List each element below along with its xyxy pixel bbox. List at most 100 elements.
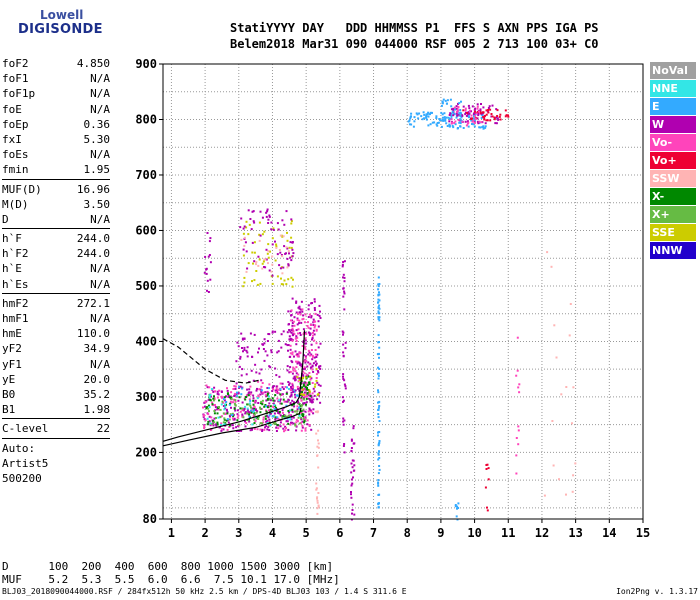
header-labels-cell: Stati [230,21,267,35]
echo-point [211,401,214,404]
echo-point [253,333,256,336]
echo-point [314,312,317,315]
echo-point [293,333,296,336]
echo-point [269,250,271,253]
echo-point [256,397,259,400]
echo-point [435,117,438,119]
echo-point [226,387,228,390]
echo-point [307,326,310,329]
echo-point [377,285,380,288]
legend-entry-vo: Vo+ [650,152,696,169]
echo-point [558,478,560,481]
echo-point [294,337,297,340]
echo-point [286,331,289,334]
echo-point [277,412,280,414]
echo-point [456,114,459,117]
echo-point [208,410,210,413]
echo-point [377,484,380,487]
param-row: yE 20.0 [2,372,110,387]
echo-point [264,258,267,261]
echo-point [232,418,235,421]
echo-point [293,367,296,370]
echo-point [272,385,275,388]
echo-point [468,112,471,115]
echo-point [255,389,258,392]
echo-point [297,394,300,397]
echo-point [444,119,447,122]
echo-point [256,416,259,419]
echo-point [300,393,303,396]
echo-point [244,425,247,428]
echo-point [342,400,344,403]
echo-point [265,399,268,402]
echo-point [273,408,276,411]
echo-point [255,371,258,374]
echo-point [312,370,315,373]
echo-point [291,322,294,324]
echo-point [350,439,353,442]
echo-point [265,248,268,251]
echo-point [262,391,265,394]
echo-point [280,254,283,256]
echo-point [270,412,273,415]
echo-point [239,410,242,413]
echo-point [317,492,320,494]
echo-point [473,108,476,111]
echo-point [224,407,227,410]
echo-point [288,414,290,417]
echo-point [290,314,293,316]
echo-point [245,250,248,253]
param-key: foEp [2,117,29,131]
echo-point [225,408,228,411]
echo-point [281,409,284,412]
echo-point [423,117,426,120]
echo-point [454,505,457,508]
echo-point [467,111,470,114]
echo-point [302,402,305,405]
echo-point [244,420,246,423]
param-row: foF1 N/A [2,71,110,86]
echo-point [442,119,445,122]
echo-point [249,385,252,388]
echo-point [487,109,490,111]
echo-point [261,262,264,265]
echo-point [477,122,480,125]
echo-point [296,360,299,363]
echo-point [504,115,507,118]
echo-point [216,421,219,424]
echo-point [350,471,353,474]
echo-point [341,396,344,399]
echo-point [251,210,254,213]
echo-point [253,260,256,263]
echo-point [465,124,468,127]
echo-point [253,405,256,408]
echo-point [304,359,306,362]
echo-point [240,332,243,335]
echo-point [250,369,253,372]
echo-point [302,408,305,411]
legend-entry-nnw: NNW [650,242,696,259]
echo-point [274,418,277,421]
echo-point [249,332,252,335]
echo-point [268,402,271,405]
echo-point [289,395,292,398]
echo-point [315,356,318,358]
echo-point [288,329,291,331]
param-row: h`Es N/A [2,277,110,292]
echo-point [350,484,353,487]
echo-point [249,399,252,402]
echo-point [291,319,293,322]
echo-point [245,394,248,397]
echo-point [486,463,489,466]
echo-point [455,112,458,115]
echo-point [288,356,291,358]
echo-point [301,420,304,423]
echo-point [290,220,293,223]
param-value: 4.850 [76,57,110,70]
echo-point [248,411,251,414]
param-value: 272.1 [76,296,110,310]
echo-point [343,308,346,311]
echo-point [478,121,481,124]
echo-point [313,390,316,393]
header-values-cell: Belem [230,37,267,51]
